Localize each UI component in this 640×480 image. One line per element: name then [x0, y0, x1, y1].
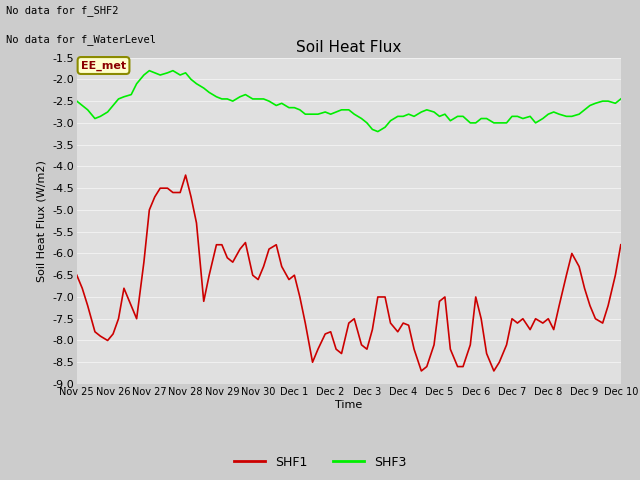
X-axis label: Time: Time — [335, 399, 362, 409]
Line: SHF1: SHF1 — [77, 175, 621, 371]
SHF3 — [399, 113, 407, 119]
SHF3 — [611, 100, 619, 106]
SHF1 — [617, 242, 625, 248]
SHF1 — [218, 242, 226, 248]
Legend: SHF1, SHF3: SHF1, SHF3 — [229, 451, 411, 474]
SHF3 — [617, 96, 625, 102]
SHF3 — [545, 111, 552, 117]
SHF3 — [205, 90, 213, 96]
SHF1 — [182, 172, 189, 178]
SHF1 — [140, 259, 148, 265]
Text: No data for f_SHF2: No data for f_SHF2 — [6, 5, 119, 16]
SHF3 — [145, 68, 153, 73]
Y-axis label: Soil Heat Flux (W/m2): Soil Heat Flux (W/m2) — [36, 160, 47, 282]
Title: Soil Heat Flux: Soil Heat Flux — [296, 40, 401, 55]
SHF3 — [140, 72, 148, 78]
SHF1 — [73, 272, 81, 278]
SHF3 — [73, 98, 81, 104]
SHF1 — [394, 329, 402, 335]
Line: SHF3: SHF3 — [77, 71, 621, 132]
Text: No data for f_WaterLevel: No data for f_WaterLevel — [6, 34, 156, 45]
SHF3 — [218, 96, 226, 102]
SHF1 — [545, 316, 552, 322]
SHF1 — [417, 368, 425, 374]
SHF1 — [611, 272, 619, 278]
SHF3 — [374, 129, 381, 134]
SHF1 — [205, 272, 213, 278]
Text: EE_met: EE_met — [81, 60, 126, 71]
